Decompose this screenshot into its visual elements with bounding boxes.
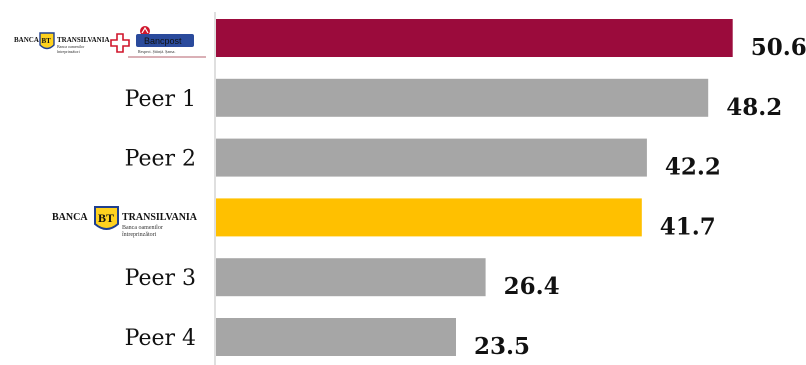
category-label-6: Peer 4 — [125, 326, 196, 351]
logo-tagline-1: Banca oamenilor — [57, 44, 85, 49]
bar-5 — [216, 258, 486, 297]
bt-shield-icon — [39, 32, 55, 50]
value-label-2: 48.2 — [726, 94, 782, 121]
bar-3 — [216, 138, 647, 177]
category-label-5: Peer 3 — [125, 266, 196, 291]
value-label-3: 42.2 — [665, 154, 721, 181]
logo-tagline-1: Banca oamenilor — [122, 225, 163, 231]
logo-tagline-2: întreprinzători — [121, 232, 157, 238]
logo-bank-name: TRANSILVANIA — [122, 212, 198, 223]
bar-6 — [216, 318, 456, 356]
bancpost-name: Bancpost — [144, 36, 182, 46]
bt-bancpost-logo: BANCA BT TRANSILVANIA Banca oamenilor în… — [14, 26, 206, 58]
bt-logo: BANCA BT TRANSILVANIA Banca oamenilor în… — [52, 206, 198, 238]
logo-bank-word: BANCA — [52, 212, 88, 223]
bar-4 — [216, 198, 642, 237]
plus-cross-icon — [110, 33, 130, 53]
category-label-2: Peer 1 — [125, 87, 196, 112]
bancpost-box — [136, 34, 194, 47]
logo-initials: BT — [98, 211, 114, 225]
bancpost-tagline: Respect. Știință. Șansa. — [138, 49, 175, 54]
bancpost-emblem-mark — [141, 26, 149, 34]
bar-2 — [216, 78, 709, 117]
bar-1 — [216, 19, 733, 57]
logo-bank-name: TRANSILVANIA — [57, 36, 110, 44]
bt-shield-icon — [94, 206, 119, 230]
value-label-5: 26.4 — [504, 273, 560, 300]
value-label-6: 23.5 — [474, 333, 530, 360]
value-label-1: 50.6 — [751, 34, 806, 61]
value-label-4: 41.7 — [660, 213, 716, 240]
category-label-3: Peer 2 — [125, 147, 196, 172]
logo-initials: BT — [42, 37, 52, 45]
logo-bank-word: BANCA — [14, 36, 39, 44]
logo-tagline-2: întreprinzători — [56, 49, 81, 54]
bancpost-emblem-icon — [140, 26, 150, 36]
